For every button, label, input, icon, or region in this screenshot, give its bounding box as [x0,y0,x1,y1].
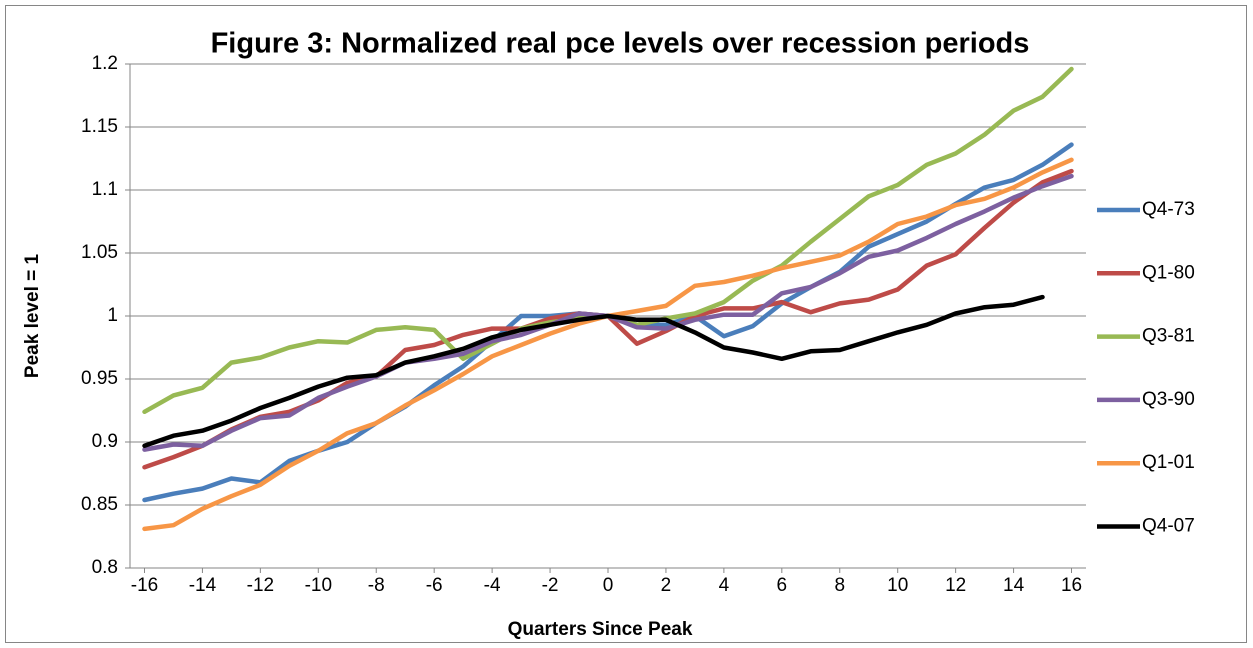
x-tick-label: 4 [719,575,730,596]
y-tick-label: 1 [107,305,118,326]
x-tick-label: -16 [131,575,158,596]
x-tick-label: -6 [426,575,443,596]
x-tick-label: 0 [603,575,614,596]
legend-label: Q3-90 [1142,389,1195,410]
legend-label: Q3-81 [1142,326,1195,347]
x-tick-label: 14 [1003,575,1025,596]
x-tick-label: 8 [834,575,845,596]
x-tick-label: -14 [189,575,217,596]
legend-label: Q4-73 [1142,199,1195,220]
x-tick-label: 2 [661,575,672,596]
x-tick-label: 16 [1061,575,1082,596]
y-tick-label: 0.8 [92,557,118,578]
x-tick-label: -4 [484,575,501,596]
x-tick-label: 10 [887,575,908,596]
legend-label: Q4-07 [1142,516,1195,537]
y-tick-label: 0.95 [81,368,118,389]
y-axis-title: Peak level = 1 [22,254,43,379]
chart-title: Figure 3: Normalized real pce levels ove… [211,28,1030,60]
y-tick-label: 1.1 [92,179,118,200]
x-tick-label: -8 [368,575,385,596]
x-tick-label: 6 [777,575,788,596]
legend-label: Q1-01 [1142,452,1195,473]
x-tick-label: -10 [305,575,332,596]
y-tick-label: 1.05 [81,242,118,263]
x-tick-label: 12 [945,575,966,596]
series-line [142,294,1045,449]
legend-label: Q1-80 [1142,262,1195,283]
x-tick-label: -12 [247,575,274,596]
x-axis-title: Quarters Since Peak [508,619,693,640]
y-tick-label: 1.15 [81,116,118,137]
y-tick-label: 0.85 [81,494,118,515]
y-tick-label: 0.9 [92,431,118,452]
x-tick-label: -2 [542,575,559,596]
y-tick-label: 1.2 [92,53,118,74]
